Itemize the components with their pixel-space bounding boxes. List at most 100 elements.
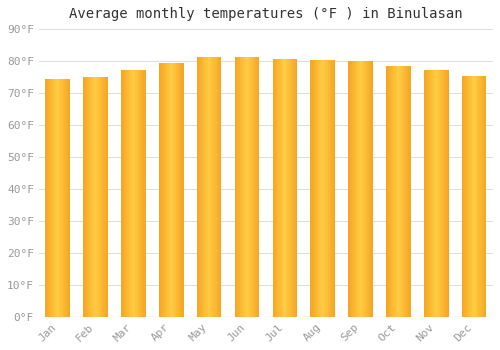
Bar: [293, 59, 294, 317]
Bar: [368, 61, 369, 317]
Bar: [348, 61, 373, 317]
Bar: [364, 61, 366, 317]
Bar: [219, 57, 220, 317]
Bar: [257, 57, 258, 317]
Bar: [60, 79, 61, 317]
Bar: [88, 77, 89, 317]
Bar: [316, 60, 317, 317]
Bar: [240, 57, 242, 317]
Bar: [279, 59, 280, 317]
Bar: [469, 76, 470, 317]
Bar: [168, 63, 169, 317]
Bar: [54, 79, 56, 317]
Bar: [197, 57, 222, 317]
Bar: [201, 57, 202, 317]
Bar: [84, 77, 108, 317]
Bar: [386, 66, 410, 317]
Bar: [272, 59, 274, 317]
Bar: [328, 60, 330, 317]
Bar: [237, 57, 238, 317]
Bar: [406, 66, 408, 317]
Bar: [372, 61, 373, 317]
Bar: [424, 70, 425, 317]
Bar: [212, 57, 214, 317]
Bar: [314, 60, 316, 317]
Bar: [274, 59, 275, 317]
Bar: [388, 66, 390, 317]
Bar: [401, 66, 402, 317]
Bar: [56, 79, 57, 317]
Bar: [390, 66, 391, 317]
Bar: [350, 61, 352, 317]
Bar: [399, 66, 400, 317]
Bar: [124, 70, 125, 317]
Bar: [202, 57, 203, 317]
Bar: [247, 57, 248, 317]
Bar: [65, 79, 66, 317]
Bar: [366, 61, 367, 317]
Bar: [246, 57, 247, 317]
Bar: [166, 63, 167, 317]
Bar: [50, 79, 51, 317]
Bar: [396, 66, 397, 317]
Bar: [236, 57, 237, 317]
Bar: [485, 76, 486, 317]
Bar: [324, 60, 325, 317]
Bar: [283, 59, 284, 317]
Bar: [311, 60, 312, 317]
Bar: [397, 66, 398, 317]
Bar: [400, 66, 401, 317]
Bar: [371, 61, 372, 317]
Bar: [197, 57, 198, 317]
Bar: [206, 57, 208, 317]
Bar: [53, 79, 54, 317]
Bar: [142, 70, 144, 317]
Bar: [480, 76, 482, 317]
Bar: [51, 79, 52, 317]
Bar: [252, 57, 254, 317]
Bar: [64, 79, 65, 317]
Title: Average monthly temperatures (°F ) in Binulasan: Average monthly temperatures (°F ) in Bi…: [69, 7, 462, 21]
Bar: [318, 60, 320, 317]
Bar: [98, 77, 99, 317]
Bar: [296, 59, 297, 317]
Bar: [46, 79, 70, 317]
Bar: [321, 60, 322, 317]
Bar: [428, 70, 429, 317]
Bar: [325, 60, 326, 317]
Bar: [392, 66, 394, 317]
Bar: [135, 70, 136, 317]
Bar: [107, 77, 108, 317]
Bar: [250, 57, 251, 317]
Bar: [360, 61, 362, 317]
Bar: [46, 79, 47, 317]
Bar: [440, 70, 441, 317]
Bar: [242, 57, 243, 317]
Bar: [48, 79, 50, 317]
Bar: [472, 76, 474, 317]
Bar: [334, 60, 335, 317]
Bar: [134, 70, 135, 317]
Bar: [97, 77, 98, 317]
Bar: [409, 66, 410, 317]
Bar: [425, 70, 426, 317]
Bar: [200, 57, 201, 317]
Bar: [95, 77, 96, 317]
Bar: [248, 57, 250, 317]
Bar: [313, 60, 314, 317]
Bar: [332, 60, 334, 317]
Bar: [106, 77, 107, 317]
Bar: [234, 57, 260, 317]
Bar: [362, 61, 363, 317]
Bar: [327, 60, 328, 317]
Bar: [317, 60, 318, 317]
Bar: [446, 70, 447, 317]
Bar: [322, 60, 324, 317]
Bar: [100, 77, 102, 317]
Bar: [211, 57, 212, 317]
Bar: [96, 77, 97, 317]
Bar: [122, 70, 123, 317]
Bar: [444, 70, 446, 317]
Bar: [474, 76, 475, 317]
Bar: [204, 57, 205, 317]
